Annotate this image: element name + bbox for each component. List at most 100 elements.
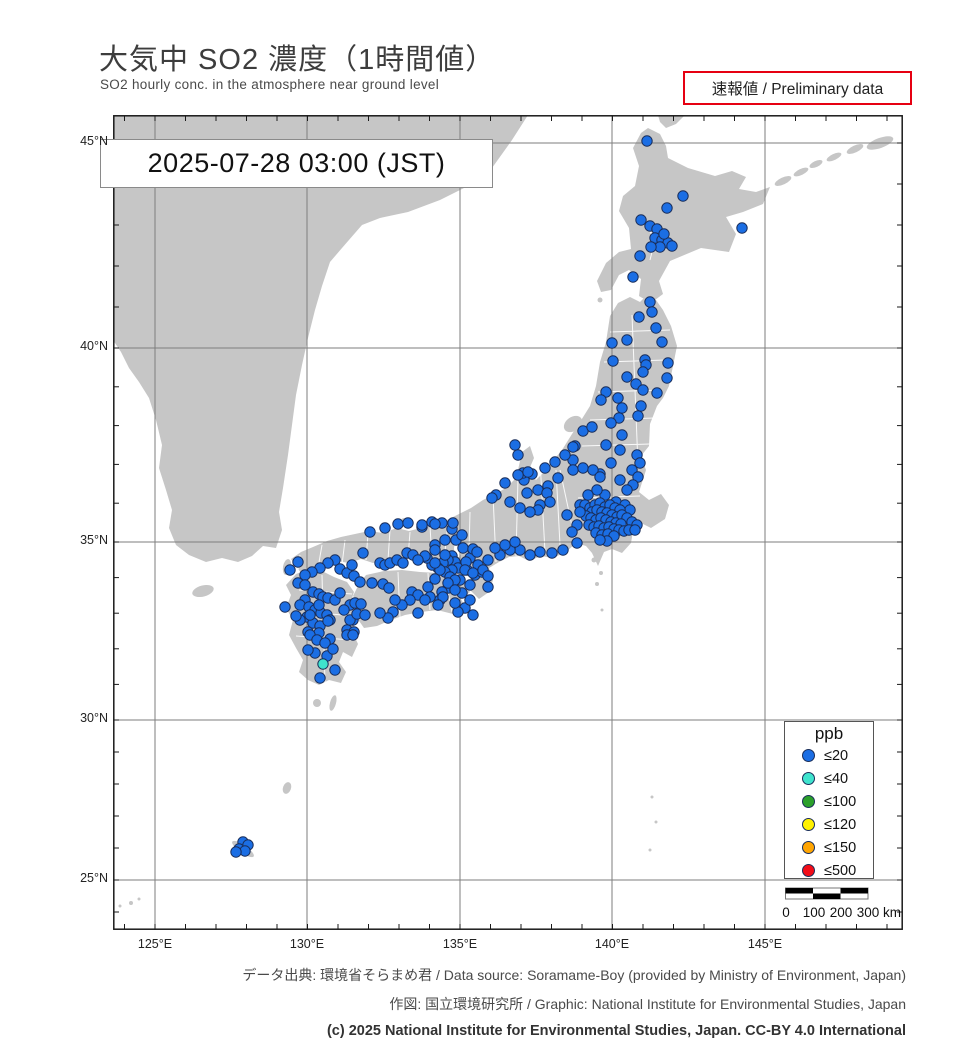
legend-swatch-yellow	[802, 818, 815, 831]
jeju-island	[192, 584, 214, 598]
station-dot	[600, 386, 612, 398]
station-dot	[633, 311, 645, 323]
station-dot	[524, 506, 536, 518]
yakushima-island	[313, 699, 321, 707]
station-dot	[314, 672, 326, 684]
amami-island	[282, 782, 292, 794]
station-dot	[355, 598, 367, 610]
legend-item: ≤100	[785, 790, 873, 813]
ogasawara-island	[648, 848, 652, 852]
izu-island	[595, 582, 599, 586]
station-dot	[509, 536, 521, 548]
station-dot	[662, 357, 674, 369]
station-dot	[587, 464, 599, 476]
legend-label: ≤20	[824, 747, 849, 764]
station-dot	[290, 610, 302, 622]
legend-rows: ≤20 ≤40 ≤100 ≤120 ≤150 ≤500	[785, 744, 873, 882]
station-dot	[429, 573, 441, 585]
station-dot	[482, 570, 494, 582]
legend-swatch-red	[802, 864, 815, 877]
kuril-island	[809, 159, 823, 169]
station-dot	[364, 526, 376, 538]
station-dot	[512, 469, 524, 481]
station-dot	[621, 371, 633, 383]
station-dot	[539, 462, 551, 474]
station-dot	[632, 471, 644, 483]
station-dot	[534, 546, 546, 558]
station-dot	[402, 517, 414, 529]
ogasawara-island	[654, 820, 658, 824]
station-dot	[594, 471, 606, 483]
scale-label: 300	[856, 905, 880, 920]
legend-item: ≤20	[785, 744, 873, 767]
station-dot	[644, 296, 656, 308]
station-dot	[600, 439, 612, 451]
station-dot	[412, 554, 424, 566]
station-dot	[605, 457, 617, 469]
lon-axis-label: 130°E	[289, 937, 325, 951]
timestamp-label: 2025-07-28 03:00 (JST)	[147, 148, 446, 178]
station-dot	[552, 472, 564, 484]
lat-axis-label: 30°N	[80, 711, 108, 725]
legend-swatch-blue	[802, 749, 815, 762]
yaeyama-island	[118, 904, 122, 908]
station-dot	[379, 522, 391, 534]
station-dot	[464, 594, 476, 606]
station-dot	[616, 402, 628, 414]
page-subtitle: SO2 hourly conc. in the atmosphere near …	[100, 77, 440, 92]
station-dot	[279, 601, 291, 613]
station-dot	[432, 599, 444, 611]
station-dot	[567, 464, 579, 476]
map-panel	[113, 115, 903, 930]
station-dot	[489, 542, 501, 554]
station-dot	[429, 557, 441, 569]
station-dot	[634, 457, 646, 469]
legend-label: ≤100	[824, 793, 857, 810]
lat-axis-label: 35°N	[80, 533, 108, 547]
station-dot	[322, 615, 334, 627]
yaeyama-island	[137, 897, 141, 901]
kuril-island	[826, 152, 842, 162]
lon-axis-label: 125°E	[137, 937, 173, 951]
station-dot	[302, 644, 314, 656]
station-dot	[514, 502, 526, 514]
station-dot	[412, 607, 424, 619]
legend-item: ≤500	[785, 859, 873, 882]
map-frame	[113, 115, 903, 930]
station-dot	[354, 576, 366, 588]
station-dot	[467, 609, 479, 621]
station-dot	[464, 579, 476, 591]
station-dot	[594, 534, 606, 546]
station-dot-cyan	[317, 658, 329, 670]
station-dot	[559, 449, 571, 461]
station-dot	[284, 564, 296, 576]
station-dot	[645, 241, 657, 253]
footer-graphic-credit: 作図: 国立環境研究所 / Graphic: National Institut…	[389, 996, 906, 1012]
station-dot	[313, 599, 325, 611]
station-dot	[437, 591, 449, 603]
page-title: 大気中 SO2 濃度（1時間値）	[99, 44, 496, 76]
station-dot	[389, 594, 401, 606]
station-dot	[650, 322, 662, 334]
station-dot	[499, 539, 511, 551]
station-dot	[327, 643, 339, 655]
izu-island	[599, 571, 603, 575]
station-dot	[392, 518, 404, 530]
station-dot	[404, 594, 416, 606]
station-dot	[509, 439, 521, 451]
station-dot	[422, 581, 434, 593]
station-dot	[346, 559, 358, 571]
station-dot	[614, 444, 626, 456]
legend-label: ≤500	[824, 862, 857, 879]
station-dot	[566, 526, 578, 538]
station-dot	[616, 429, 628, 441]
station-dot	[357, 547, 369, 559]
station-dot	[447, 517, 459, 529]
station-dot	[504, 496, 516, 508]
station-dot	[521, 487, 533, 499]
station-dot	[471, 546, 483, 558]
station-dot	[607, 355, 619, 367]
sakhalin-tip	[658, 115, 685, 128]
station-dot	[419, 594, 431, 606]
continent-landmass	[113, 115, 528, 562]
